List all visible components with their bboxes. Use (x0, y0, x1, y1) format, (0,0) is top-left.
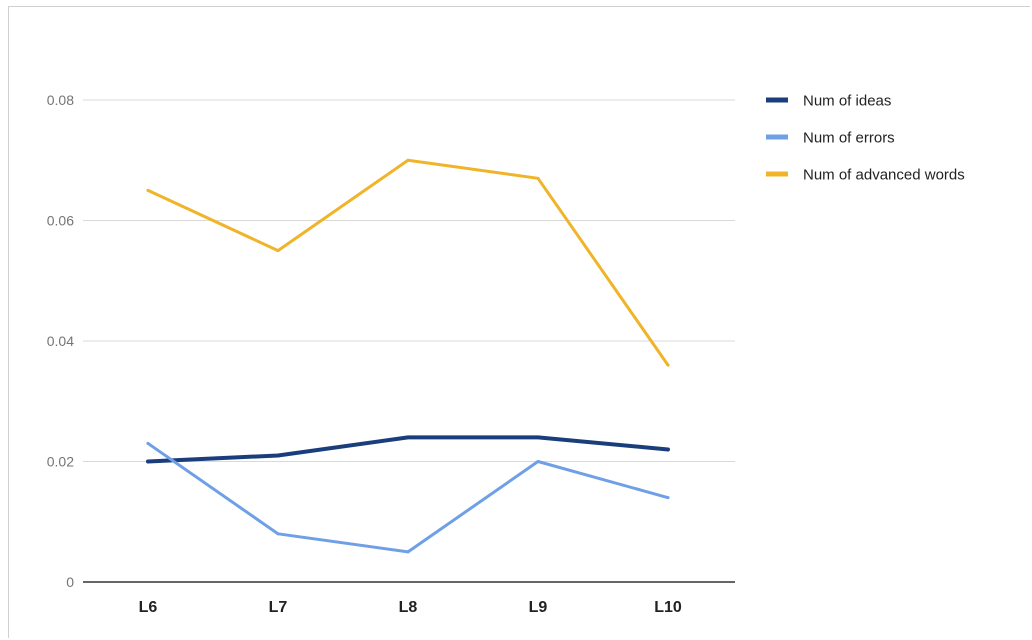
legend-swatch (766, 97, 788, 103)
y-tick-label: 0 (66, 574, 74, 590)
legend-label: Num of errors (803, 130, 895, 147)
gridlines (83, 99, 735, 583)
data-point (146, 441, 150, 445)
data-point (146, 460, 150, 463)
data-point (536, 435, 540, 439)
data-point (666, 496, 670, 500)
data-point (406, 550, 410, 554)
x-axis-ticks: L6 L7 L8 L9 L10 (139, 599, 682, 616)
data-point (666, 447, 670, 451)
x-tick-label: L8 (399, 599, 418, 616)
x-tick-label: L6 (139, 599, 158, 616)
data-point (666, 363, 670, 367)
y-tick-label: 0.04 (47, 333, 74, 349)
x-tick-label: L9 (529, 599, 548, 616)
x-tick-label: L7 (269, 599, 288, 616)
data-point (146, 188, 150, 192)
data-point (406, 158, 410, 162)
legend-swatch (766, 134, 788, 140)
data-point (536, 176, 540, 180)
y-axis-ticks: 0 0.02 0.04 0.06 0.08 (47, 92, 74, 590)
data-point (276, 453, 280, 457)
legend: Num of ideas Num of errors Num of advanced… (766, 93, 965, 184)
chart-frame (8, 6, 1030, 638)
y-tick-label: 0.06 (47, 213, 74, 229)
x-tick-label: L10 (654, 599, 682, 616)
series-line-1 (146, 435, 670, 464)
legend-label: Num of advanced words (803, 167, 965, 184)
y-tick-label: 0.08 (47, 92, 74, 108)
series-lines (146, 158, 670, 554)
y-tick-label: 0.02 (47, 454, 74, 470)
legend-label: Num of ideas (803, 93, 891, 110)
data-point (536, 460, 540, 463)
data-point (276, 532, 280, 536)
data-point (406, 435, 410, 439)
data-point (276, 249, 280, 253)
series-line-3 (146, 158, 670, 367)
legend-swatch (766, 171, 788, 177)
